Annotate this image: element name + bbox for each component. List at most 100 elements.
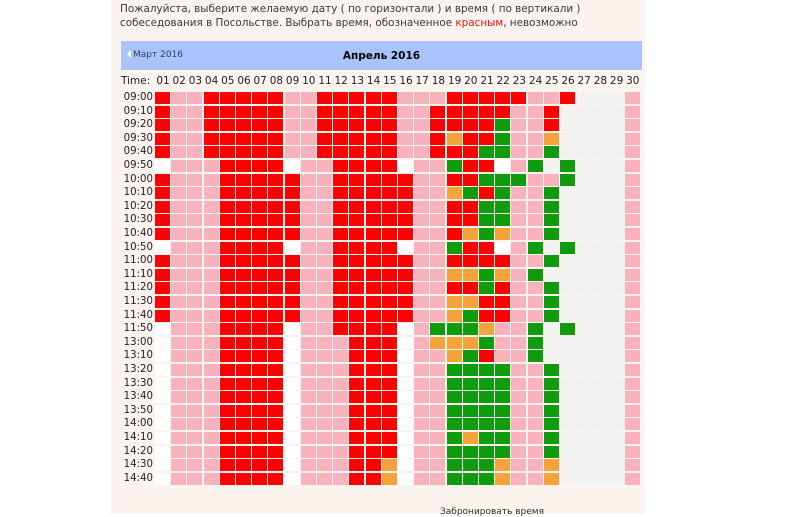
slot-21-1030-available[interactable] — [479, 214, 494, 227]
slot-21-1420-available[interactable] — [479, 445, 494, 458]
slot-20-1130-limited[interactable] — [462, 296, 478, 308]
slot-22-0920-available[interactable] — [495, 119, 511, 132]
slot-25-1100-available[interactable] — [543, 255, 559, 268]
slot-26-1150-available[interactable] — [560, 323, 575, 336]
slot-21-1440-available[interactable] — [479, 472, 494, 485]
slot-18-1300-limited[interactable] — [430, 336, 446, 349]
slot-22-1430-limited[interactable] — [495, 459, 511, 472]
slot-22-0940-available[interactable] — [495, 146, 511, 159]
slot-23-1000-available[interactable] — [511, 173, 527, 186]
slot-22-1010-available[interactable] — [495, 187, 511, 200]
slot-19-1310-limited[interactable] — [446, 350, 462, 363]
slot-21-0940-available[interactable] — [479, 146, 494, 159]
slot-20-1330-available[interactable] — [462, 377, 478, 390]
slot-22-1420-available[interactable] — [495, 445, 511, 458]
slot-19-1130-limited[interactable] — [446, 296, 462, 308]
slot-19-1320-available[interactable] — [446, 364, 462, 376]
slot-21-1040-available[interactable] — [479, 228, 494, 240]
slot-21-1150-limited[interactable] — [479, 323, 494, 336]
slot-25-1440-limited[interactable] — [543, 472, 559, 485]
slot-25-1410-available[interactable] — [543, 432, 559, 444]
slot-21-1410-available[interactable] — [479, 432, 494, 444]
slot-15-1430-limited[interactable] — [381, 459, 397, 472]
slot-20-1410-limited[interactable] — [462, 432, 478, 444]
slot-22-1110-limited[interactable] — [495, 268, 511, 281]
slot-24-1150-available[interactable] — [527, 323, 543, 336]
slot-19-1340-available[interactable] — [446, 391, 462, 404]
slot-22-1000-available[interactable] — [495, 173, 511, 186]
slot-24-1110-available[interactable] — [527, 268, 543, 281]
slot-25-1140-available[interactable] — [543, 309, 559, 322]
slot-20-1320-available[interactable] — [462, 364, 478, 376]
slot-21-1430-available[interactable] — [479, 459, 494, 472]
slot-20-1140-available[interactable] — [462, 309, 478, 322]
slot-25-1040-available[interactable] — [543, 228, 559, 240]
slot-22-1350-available[interactable] — [495, 404, 511, 417]
slot-19-0930-limited[interactable] — [446, 132, 462, 145]
slot-21-1400-available[interactable] — [479, 418, 494, 431]
slot-20-1040-limited[interactable] — [462, 228, 478, 240]
slot-22-1030-available[interactable] — [495, 214, 511, 227]
slot-19-1400-available[interactable] — [446, 418, 462, 431]
slot-25-1030-available[interactable] — [543, 214, 559, 227]
slot-20-1150-available[interactable] — [462, 323, 478, 336]
slot-22-1400-available[interactable] — [495, 418, 511, 431]
slot-22-1320-available[interactable] — [495, 364, 511, 376]
slot-19-0950-available[interactable] — [446, 160, 462, 172]
slot-20-1310-available[interactable] — [462, 350, 478, 363]
slot-19-1410-available[interactable] — [446, 432, 462, 444]
slot-19-1050-available[interactable] — [446, 241, 462, 254]
slot-20-1350-available[interactable] — [462, 404, 478, 417]
slot-25-1340-available[interactable] — [543, 391, 559, 404]
slot-25-1120-available[interactable] — [543, 282, 559, 295]
slot-22-1040-limited[interactable] — [495, 228, 511, 240]
slot-19-1010-limited[interactable] — [446, 187, 462, 200]
slot-24-0950-available[interactable] — [527, 160, 543, 172]
slot-21-1020-available[interactable] — [479, 200, 494, 213]
slot-26-0950-available[interactable] — [560, 160, 575, 172]
slot-21-1120-available[interactable] — [479, 282, 494, 295]
slot-26-1050-available[interactable] — [560, 241, 575, 254]
slot-22-0930-available[interactable] — [495, 132, 511, 145]
slot-18-1150-available[interactable] — [430, 323, 446, 336]
slot-21-1300-available[interactable] — [479, 336, 494, 349]
slot-24-1050-available[interactable] — [527, 241, 543, 254]
slot-19-1430-available[interactable] — [446, 459, 462, 472]
slot-20-1340-available[interactable] — [462, 391, 478, 404]
slot-25-1350-available[interactable] — [543, 404, 559, 417]
slot-25-1330-available[interactable] — [543, 377, 559, 390]
slot-20-1420-available[interactable] — [462, 445, 478, 458]
slot-24-1310-available[interactable] — [527, 350, 543, 363]
slot-25-1420-available[interactable] — [543, 445, 559, 458]
slot-21-1000-available[interactable] — [479, 173, 494, 186]
slot-19-1420-available[interactable] — [446, 445, 462, 458]
slot-19-1110-limited[interactable] — [446, 268, 462, 281]
slot-20-1440-available[interactable] — [462, 472, 478, 485]
slot-21-1340-available[interactable] — [479, 391, 494, 404]
slot-22-1440-limited[interactable] — [495, 472, 511, 485]
slot-19-1140-limited[interactable] — [446, 309, 462, 322]
slot-25-1020-available[interactable] — [543, 200, 559, 213]
slot-20-1110-limited[interactable] — [462, 268, 478, 281]
slot-20-1400-available[interactable] — [462, 418, 478, 431]
slot-25-1010-available[interactable] — [543, 187, 559, 200]
slot-25-0940-available[interactable] — [543, 146, 559, 159]
slot-22-1410-available[interactable] — [495, 432, 511, 444]
slot-25-1430-limited[interactable] — [543, 459, 559, 472]
slot-19-1300-limited[interactable] — [446, 336, 462, 349]
slot-21-1350-available[interactable] — [479, 404, 494, 417]
slot-20-1430-available[interactable] — [462, 459, 478, 472]
slot-20-1300-limited[interactable] — [462, 336, 478, 349]
slot-19-1440-available[interactable] — [446, 472, 462, 485]
slot-26-1000-available[interactable] — [560, 173, 575, 186]
slot-25-1130-available[interactable] — [543, 296, 559, 308]
slot-19-1350-available[interactable] — [446, 404, 462, 417]
slot-22-1340-available[interactable] — [495, 391, 511, 404]
prev-month-link[interactable]: Март 2016 — [127, 50, 183, 60]
slot-24-1300-available[interactable] — [527, 336, 543, 349]
slot-22-1330-available[interactable] — [495, 377, 511, 390]
slot-25-0930-limited[interactable] — [543, 132, 559, 145]
slot-19-1330-available[interactable] — [446, 377, 462, 390]
slot-21-1110-available[interactable] — [479, 268, 494, 281]
slot-20-1010-available[interactable] — [462, 187, 478, 200]
